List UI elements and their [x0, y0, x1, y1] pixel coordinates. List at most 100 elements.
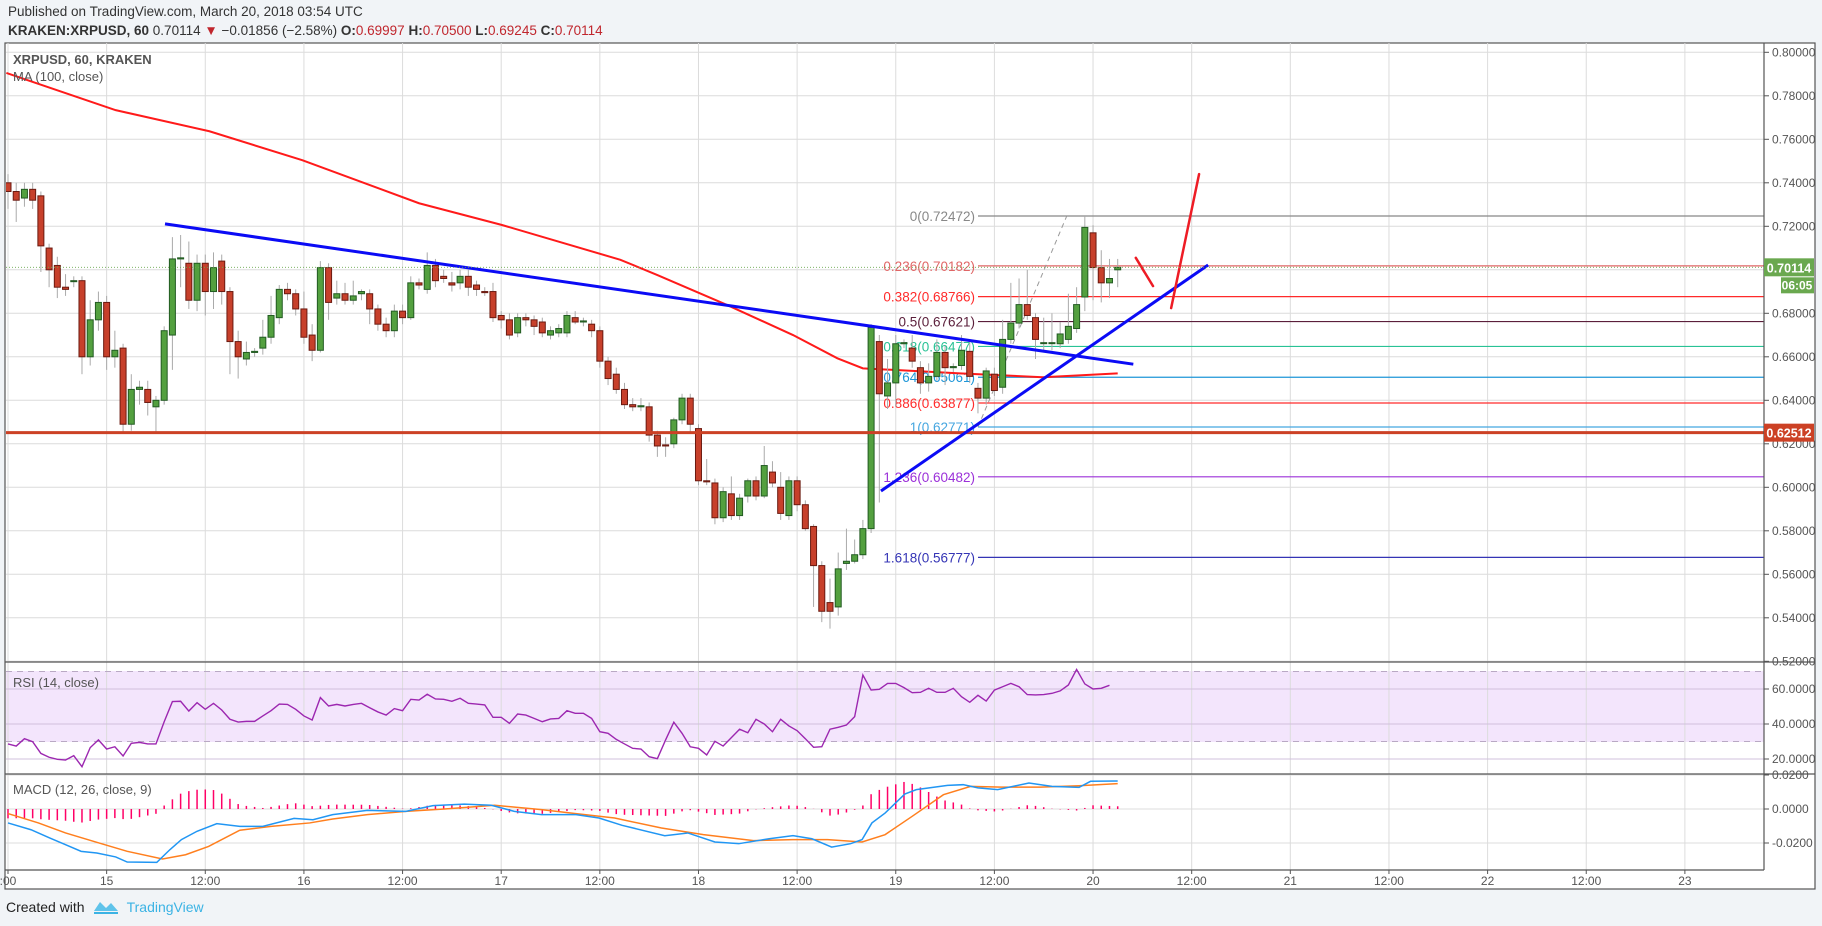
candle-body: [711, 482, 719, 519]
footer: Created with TradingView: [6, 899, 204, 915]
macd-line: [7, 780, 1118, 864]
candle-down: [777, 472, 785, 520]
candle-down: [703, 459, 711, 486]
price-tick-label: 0.54000: [1772, 611, 1816, 625]
rsi-tick-label: 60.0000: [1772, 682, 1816, 696]
candle-down: [908, 335, 916, 368]
macd-pane: [7, 780, 1119, 864]
chart-symbol-label[interactable]: XRPUSD, 60, KRAKEN: [13, 52, 152, 67]
candle-body: [160, 330, 168, 401]
candle-down: [341, 282, 349, 305]
candle-body: [785, 480, 793, 517]
candle-body: [382, 323, 390, 332]
candle-body: [694, 428, 702, 482]
candle-body: [538, 321, 546, 334]
last-price: 0.70114: [152, 23, 201, 38]
created-with-text: Created with: [6, 899, 85, 915]
candle-body: [826, 602, 834, 612]
candle-body: [933, 351, 941, 377]
candle-body: [1073, 304, 1081, 330]
countdown-bg: [1781, 277, 1814, 294]
open-value: 0.69997: [355, 23, 405, 38]
candle-body: [958, 349, 966, 366]
candle-body: [1048, 342, 1056, 345]
rsi-indicator-label[interactable]: RSI (14, close): [13, 675, 99, 690]
candle-up: [1073, 287, 1081, 333]
support-price-label-bg: [1764, 423, 1814, 442]
candle-body: [859, 528, 867, 556]
price-tick-label: 0.64000: [1772, 393, 1816, 407]
candle-body: [604, 360, 612, 380]
candle-body: [481, 291, 489, 294]
candle-body: [892, 343, 900, 384]
candle-up: [86, 300, 94, 366]
candle-body: [1015, 304, 1023, 324]
candle-body: [612, 373, 620, 390]
candle-body: [316, 267, 324, 351]
fib-level-label: 0(0.72472): [910, 209, 975, 224]
candle-down: [399, 304, 407, 325]
upside-arrow: [1169, 172, 1201, 310]
candle-down: [1023, 269, 1031, 320]
candle-up: [1007, 282, 1015, 344]
candle-up: [70, 276, 78, 288]
candle-body: [62, 286, 70, 290]
candle-body: [596, 330, 604, 362]
candle-down: [596, 326, 604, 368]
candle-up: [1040, 317, 1048, 351]
candle-down: [571, 311, 579, 325]
candle-down: [538, 317, 546, 338]
close-value: 0.70114: [554, 23, 603, 38]
candle-body: [579, 320, 587, 323]
candle-body: [571, 317, 579, 323]
candle-body: [810, 525, 818, 567]
candle-body: [530, 319, 538, 327]
candle-body: [399, 310, 407, 319]
candle-body: [357, 291, 365, 295]
candle-body: [900, 342, 908, 345]
candle-up: [251, 348, 259, 357]
time-tick-label: 20: [1086, 874, 1100, 888]
candle-down: [234, 330, 242, 379]
tradingview-logo-icon: [93, 902, 118, 914]
candle-body: [283, 288, 291, 295]
candle-body: [390, 310, 398, 332]
candle-down: [218, 254, 226, 305]
candle-up: [456, 269, 464, 290]
candle-down: [473, 280, 481, 296]
candle-down: [1089, 225, 1097, 301]
price-tick-label: 0.74000: [1772, 176, 1816, 190]
candle-body: [267, 314, 275, 338]
candle-down: [612, 367, 620, 394]
candle-up: [94, 291, 102, 331]
macd-tick-label: 0.0200: [1772, 768, 1809, 782]
candle-up: [637, 398, 645, 412]
candle-body: [431, 264, 439, 282]
candle-down: [464, 269, 472, 296]
candle-body: [259, 336, 267, 349]
candle-body: [818, 565, 826, 612]
candle-up: [136, 380, 144, 405]
fib-level-label: 1.618(0.56777): [883, 550, 975, 565]
ma-indicator-label[interactable]: MA (100, close): [13, 69, 104, 84]
candle-down: [300, 291, 308, 344]
candle-down: [45, 243, 53, 288]
candle-body: [1064, 325, 1072, 340]
candle-body: [407, 282, 415, 319]
macd-indicator-label[interactable]: MACD (12, 26, close, 9): [13, 782, 152, 797]
last-price-label: 0.70114: [1767, 261, 1812, 275]
candle-body: [505, 319, 513, 336]
price-tick-label: 0.68000: [1772, 306, 1816, 320]
tradingview-link[interactable]: TradingView: [126, 899, 204, 915]
support-price-label: 0.62512: [1766, 427, 1811, 441]
candle-body: [547, 330, 555, 336]
candle-up: [1114, 258, 1122, 288]
candle-down: [604, 356, 612, 386]
candle-up: [316, 261, 324, 353]
candle-body: [653, 434, 661, 447]
triangle-down-icon: ▼: [204, 23, 218, 38]
candle-body: [884, 382, 892, 397]
candle-down: [440, 269, 448, 283]
price-tick-label: 0.60000: [1772, 480, 1816, 494]
